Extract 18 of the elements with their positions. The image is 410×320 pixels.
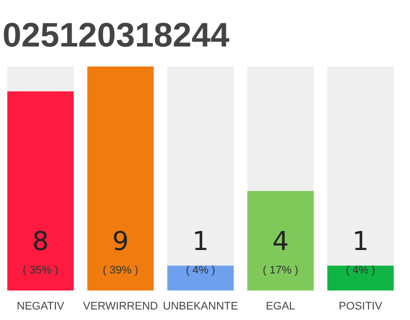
x-tick-label: UNBEKANNTE: [162, 300, 238, 312]
annotation: ( 39% ): [102, 264, 138, 276]
x-tick-label: POSITIV: [338, 300, 383, 312]
x-tick-label: NEGATIV: [16, 300, 65, 312]
data-label: 1: [192, 227, 209, 258]
annotation: ( 17% ): [262, 264, 298, 276]
x-tick-label: VERWIRREND: [83, 300, 158, 312]
x-tick-label: EGAL: [266, 300, 296, 312]
data-label: 4: [272, 227, 289, 258]
data-label: 8: [32, 227, 49, 258]
data-label: 1: [352, 227, 369, 258]
annotation: ( 4% ): [186, 264, 216, 276]
bar: [327, 266, 394, 290]
data-label: 9: [112, 227, 129, 258]
chart-title: 025120318244: [2, 16, 230, 54]
annotation: ( 4% ): [346, 264, 376, 276]
annotation: ( 35% ): [22, 264, 58, 276]
bar: [167, 266, 234, 290]
